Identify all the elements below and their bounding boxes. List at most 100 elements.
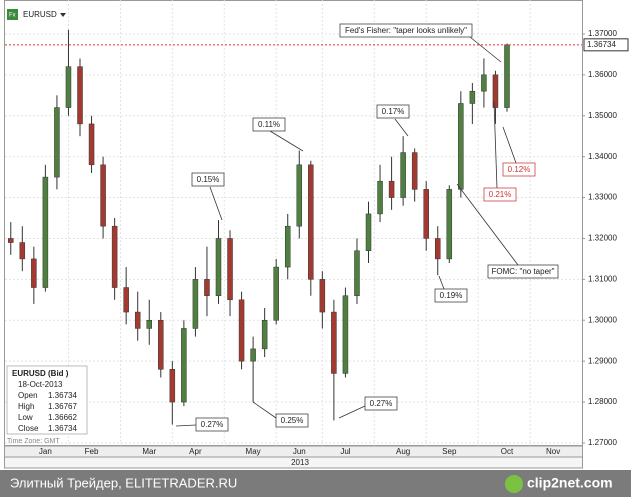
y-tick-label: 1.33000 <box>588 193 617 202</box>
info-title: EURUSD (Bid ) <box>12 369 69 378</box>
info-value: 1.36662 <box>48 413 77 422</box>
leader <box>209 186 223 221</box>
body <box>238 299 245 362</box>
body <box>31 258 37 288</box>
leader <box>269 130 304 152</box>
leader <box>394 118 409 137</box>
x-tick-label: Nov <box>546 447 560 456</box>
leader <box>469 36 502 63</box>
x-tick-label: Jul <box>340 447 350 456</box>
y-tick-label: 1.34000 <box>588 152 617 161</box>
leader <box>252 401 277 419</box>
body <box>250 348 256 362</box>
body <box>296 164 303 227</box>
body <box>423 189 429 239</box>
annotation-box <box>376 104 410 119</box>
x-axis-label: 2013 <box>291 458 309 467</box>
x-tick-label: Jan <box>39 447 52 456</box>
last-price-box <box>583 38 629 52</box>
info-box: EURUSD (Bid ) 18-Oct-2013 Open 1.36734 H… <box>6 365 88 435</box>
y-tick-label: 1.30000 <box>588 315 617 324</box>
year-strip <box>4 456 583 469</box>
annotation: Fed's Fisher: "taper looks unlikely" <box>345 26 467 35</box>
logo: clip2net.com <box>527 475 613 491</box>
body <box>192 279 199 329</box>
annotation-box <box>364 396 398 411</box>
body <box>284 225 291 268</box>
dropdown[interactable] <box>60 13 66 17</box>
annotation: 0.12% <box>508 165 531 174</box>
body <box>88 123 95 166</box>
info-date: 18-Oct-2013 <box>18 380 63 389</box>
annotation-box <box>275 413 309 428</box>
body <box>504 44 510 108</box>
annotation: 0.17% <box>382 107 405 116</box>
body <box>446 189 453 260</box>
body <box>354 250 360 296</box>
body <box>111 225 118 288</box>
footer-site: Элитный Трейдер, ELITETRADER.RU <box>10 475 237 490</box>
info-frame <box>6 365 88 435</box>
body <box>319 279 326 313</box>
body <box>492 74 499 108</box>
annotations: Fed's Fisher: "taper looks unlikely" 0.1… <box>175 23 559 432</box>
y-tick-label: 1.27000 <box>588 438 617 447</box>
x-tick-label: May <box>246 447 261 456</box>
body <box>100 164 106 227</box>
info-value: 1.36734 <box>48 391 77 400</box>
x-tick-label: Aug <box>396 447 410 456</box>
annotation: FOMC: "no taper" <box>491 267 554 276</box>
body <box>377 180 383 215</box>
leader <box>175 424 197 427</box>
body <box>65 66 72 108</box>
fx-icon <box>7 9 18 20</box>
y-tick-label: 1.31000 <box>588 274 617 283</box>
body <box>54 107 60 178</box>
info-label: Low <box>18 413 33 422</box>
logo-icon <box>505 475 523 493</box>
body <box>261 320 268 350</box>
annotation-box <box>434 288 468 303</box>
candles <box>8 29 510 425</box>
info-value: 1.36734 <box>48 424 77 433</box>
body <box>215 238 222 296</box>
leader <box>493 101 498 189</box>
fx-icon-text: Fx <box>9 13 16 19</box>
body <box>308 164 314 280</box>
annotation-box <box>339 23 473 38</box>
body <box>77 66 83 125</box>
time-zone: Time Zone: GMT <box>7 438 60 445</box>
body <box>227 238 233 301</box>
x-tick-label: Apr <box>189 447 202 456</box>
annotation: 0.27% <box>201 420 224 429</box>
x-tick-label: Sep <box>442 447 457 456</box>
body <box>388 180 395 198</box>
body <box>400 152 406 198</box>
body <box>134 311 141 329</box>
x-tick-label: Feb <box>85 447 99 456</box>
body <box>435 238 441 260</box>
y-tick-label: 1.28000 <box>588 397 617 406</box>
leader <box>338 405 366 419</box>
annotation-box <box>191 172 225 187</box>
y-tick-label: 1.29000 <box>588 356 617 365</box>
annotation: 0.15% <box>197 175 220 184</box>
panel <box>0 0 631 470</box>
body <box>331 311 337 374</box>
body <box>42 176 49 288</box>
last-price-label: 1.36734 <box>587 40 616 49</box>
annotation: 0.21% <box>489 190 512 199</box>
y-tick-label: 1.32000 <box>588 234 617 243</box>
x-tick-label: Mar <box>142 447 156 456</box>
annotation: 0.19% <box>440 291 463 300</box>
footer <box>0 470 631 497</box>
leader <box>456 183 519 266</box>
body <box>19 242 26 260</box>
info-label: Close <box>18 424 39 433</box>
body <box>458 103 464 190</box>
annotation-box <box>487 264 559 279</box>
info-label: Open <box>18 391 38 400</box>
symbol: EURUSD <box>23 10 57 19</box>
annotation-box <box>252 117 286 132</box>
